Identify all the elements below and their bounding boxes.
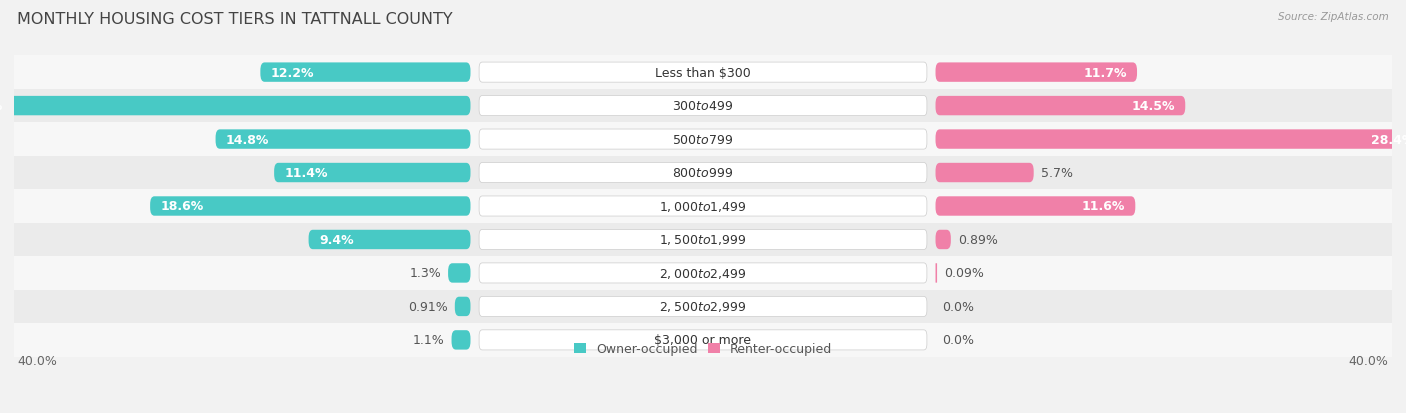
Text: 1.1%: 1.1% bbox=[413, 334, 444, 347]
Text: 28.4%: 28.4% bbox=[1371, 133, 1406, 146]
FancyBboxPatch shape bbox=[935, 230, 950, 249]
FancyBboxPatch shape bbox=[479, 163, 927, 183]
Bar bbox=[14, 123, 1392, 157]
FancyBboxPatch shape bbox=[479, 230, 927, 250]
FancyBboxPatch shape bbox=[935, 164, 1033, 183]
FancyBboxPatch shape bbox=[935, 130, 1406, 150]
FancyBboxPatch shape bbox=[935, 263, 936, 283]
Text: Source: ZipAtlas.com: Source: ZipAtlas.com bbox=[1278, 12, 1389, 22]
Bar bbox=[14, 290, 1392, 323]
FancyBboxPatch shape bbox=[215, 130, 471, 150]
FancyBboxPatch shape bbox=[308, 230, 471, 249]
FancyBboxPatch shape bbox=[935, 97, 1185, 116]
FancyBboxPatch shape bbox=[479, 96, 927, 116]
Text: 12.2%: 12.2% bbox=[271, 66, 314, 79]
FancyBboxPatch shape bbox=[935, 197, 1135, 216]
Text: 40.0%: 40.0% bbox=[1348, 354, 1389, 367]
Text: Less than $300: Less than $300 bbox=[655, 66, 751, 79]
FancyBboxPatch shape bbox=[454, 297, 471, 316]
FancyBboxPatch shape bbox=[935, 63, 1137, 83]
FancyBboxPatch shape bbox=[479, 63, 927, 83]
Text: $2,000 to $2,499: $2,000 to $2,499 bbox=[659, 266, 747, 280]
Text: 9.4%: 9.4% bbox=[319, 233, 353, 247]
Text: 11.4%: 11.4% bbox=[284, 166, 328, 180]
Legend: Owner-occupied, Renter-occupied: Owner-occupied, Renter-occupied bbox=[568, 337, 838, 361]
Bar bbox=[14, 256, 1392, 290]
Text: 0.91%: 0.91% bbox=[408, 300, 449, 313]
Text: $1,500 to $1,999: $1,500 to $1,999 bbox=[659, 233, 747, 247]
Text: $500 to $799: $500 to $799 bbox=[672, 133, 734, 146]
Text: $2,500 to $2,999: $2,500 to $2,999 bbox=[659, 300, 747, 313]
Bar bbox=[14, 90, 1392, 123]
FancyBboxPatch shape bbox=[260, 63, 471, 83]
FancyBboxPatch shape bbox=[479, 130, 927, 150]
Text: 30.3%: 30.3% bbox=[0, 100, 3, 113]
Text: 40.0%: 40.0% bbox=[17, 354, 58, 367]
Bar bbox=[14, 223, 1392, 256]
Text: $800 to $999: $800 to $999 bbox=[672, 166, 734, 180]
FancyBboxPatch shape bbox=[150, 197, 471, 216]
FancyBboxPatch shape bbox=[479, 263, 927, 283]
Text: $1,000 to $1,499: $1,000 to $1,499 bbox=[659, 199, 747, 214]
FancyBboxPatch shape bbox=[274, 164, 471, 183]
Text: 14.8%: 14.8% bbox=[226, 133, 270, 146]
FancyBboxPatch shape bbox=[479, 330, 927, 350]
Bar bbox=[14, 190, 1392, 223]
Bar bbox=[14, 157, 1392, 190]
Text: 11.7%: 11.7% bbox=[1083, 66, 1126, 79]
Text: $3,000 or more: $3,000 or more bbox=[655, 334, 751, 347]
Bar bbox=[14, 323, 1392, 357]
Text: 0.0%: 0.0% bbox=[942, 300, 974, 313]
Text: MONTHLY HOUSING COST TIERS IN TATTNALL COUNTY: MONTHLY HOUSING COST TIERS IN TATTNALL C… bbox=[17, 12, 453, 27]
Text: $300 to $499: $300 to $499 bbox=[672, 100, 734, 113]
Bar bbox=[14, 56, 1392, 90]
FancyBboxPatch shape bbox=[479, 197, 927, 216]
Text: 0.89%: 0.89% bbox=[957, 233, 998, 247]
FancyBboxPatch shape bbox=[479, 297, 927, 317]
FancyBboxPatch shape bbox=[0, 97, 471, 116]
Text: 5.7%: 5.7% bbox=[1040, 166, 1073, 180]
Text: 11.6%: 11.6% bbox=[1081, 200, 1125, 213]
FancyBboxPatch shape bbox=[449, 263, 471, 283]
Text: 18.6%: 18.6% bbox=[160, 200, 204, 213]
Text: 0.09%: 0.09% bbox=[943, 267, 984, 280]
Text: 14.5%: 14.5% bbox=[1132, 100, 1175, 113]
FancyBboxPatch shape bbox=[451, 330, 471, 350]
Text: 1.3%: 1.3% bbox=[409, 267, 441, 280]
Text: 0.0%: 0.0% bbox=[942, 334, 974, 347]
